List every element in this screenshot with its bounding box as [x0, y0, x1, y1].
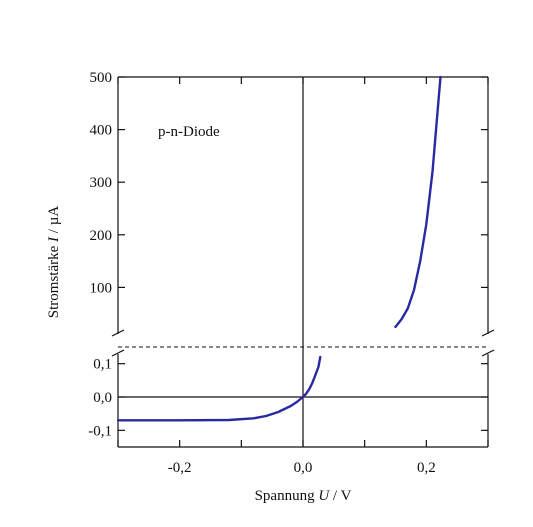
y-upper-tick-label: 400: [90, 123, 113, 139]
x-tick-label: 0,2: [417, 460, 436, 476]
axis-break-mark-right-upper: [481, 329, 495, 337]
diode-curve-lower: [116, 355, 322, 422]
tick-marks: [117, 76, 489, 447]
y-upper-tick-label: 500: [90, 70, 113, 86]
x-tick-label: 0,0: [294, 460, 313, 476]
y-upper-tick-label: 200: [90, 228, 113, 244]
x-axis-label: Spannung U / V: [255, 488, 352, 504]
y-lower-tick-label: -0,1: [88, 423, 112, 439]
tick-labels: 100 200 300 400 500 -0,1 0,0 0,1 -0,2 0,0 0,2: [88, 70, 435, 476]
axis-break-mark-left-upper: [111, 329, 125, 337]
y-axis-label: Stromstärke I / µA: [46, 206, 62, 319]
y-upper-tick-label: 100: [90, 280, 113, 296]
x-axis-label-suffix: / V: [329, 488, 351, 504]
data-curves: [116, 75, 442, 422]
y-axis-label-symbol: I: [46, 236, 62, 243]
axis-break-mark-left-lower: [111, 349, 125, 357]
x-tick-label: -0,2: [168, 460, 192, 476]
axis-break-mark-right-lower: [481, 349, 495, 357]
y-axis-label-prefix: Stromstärke: [46, 242, 62, 318]
x-axis-label-symbol: U: [318, 488, 330, 504]
x-axis-label-prefix: Spannung: [255, 488, 319, 504]
diode-curve-upper: [394, 75, 442, 329]
y-lower-tick-label: 0,1: [93, 357, 112, 373]
y-axis-label-suffix: / µA: [46, 206, 62, 237]
diode-annotation: p-n-Diode: [158, 124, 220, 140]
y-upper-tick-label: 300: [90, 175, 113, 191]
y-lower-tick-label: 0,0: [93, 390, 112, 406]
